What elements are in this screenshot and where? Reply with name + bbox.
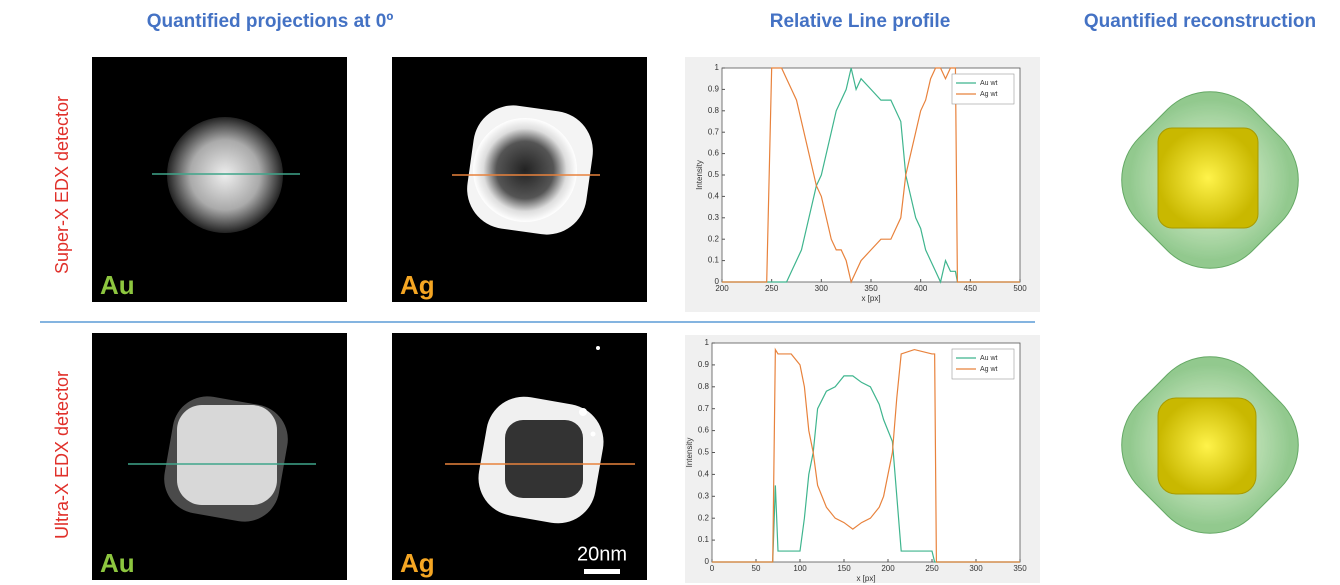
x-tick-label: 450 — [964, 284, 978, 293]
header: Relative Line profile — [770, 11, 951, 32]
x-tick-label: 100 — [793, 564, 807, 573]
element-label: Au — [100, 270, 135, 300]
y-tick-label: 0.2 — [708, 234, 720, 243]
element-label: Ag — [400, 548, 435, 578]
header: Quantified reconstruction — [1084, 11, 1316, 32]
particle — [167, 117, 283, 233]
y-tick-label: 0.3 — [708, 213, 720, 222]
y-tick-label: 0.1 — [698, 535, 710, 544]
y-tick-label: 0.9 — [698, 360, 710, 369]
y-tick-label: 0.4 — [698, 470, 710, 479]
row-label: Super-X EDX detector — [52, 96, 72, 274]
plot-area — [711, 342, 1021, 563]
y-tick-label: 0.9 — [708, 85, 720, 94]
x-tick-label: 200 — [881, 564, 895, 573]
y-tick-label: 0.8 — [698, 382, 710, 391]
row-label: Ultra-X EDX detector — [52, 371, 72, 539]
legend-label: Au wt — [980, 80, 998, 87]
y-tick-label: 0.3 — [698, 491, 710, 500]
element-label: Au — [100, 548, 135, 578]
x-tick-label: 50 — [752, 564, 761, 573]
particle-core — [473, 118, 577, 222]
y-tick-label: 1 — [705, 338, 710, 347]
speck — [579, 408, 587, 416]
x-tick-label: 350 — [864, 284, 878, 293]
particle-core — [505, 420, 583, 498]
speck — [590, 431, 596, 437]
y-axis-label: Intensity — [685, 438, 694, 468]
core — [1157, 397, 1257, 495]
scale-bar-label: 20nm — [577, 543, 627, 565]
x-tick-label: 250 — [765, 284, 779, 293]
x-tick-label: 400 — [914, 284, 928, 293]
legend — [951, 73, 1015, 105]
legend-label: Au wt — [980, 355, 998, 362]
y-tick-label: 0.2 — [698, 513, 710, 522]
y-tick-label: 0 — [705, 557, 710, 566]
element-label: Ag — [400, 270, 435, 300]
x-tick-label: 350 — [1013, 564, 1027, 573]
y-tick-label: 0.7 — [708, 127, 720, 136]
x-axis-label: x [px] — [861, 294, 880, 303]
y-tick-label: 0.8 — [708, 106, 720, 115]
y-tick-label: 0.1 — [708, 256, 720, 265]
y-tick-label: 0.5 — [698, 448, 710, 457]
y-tick-label: 0.5 — [708, 170, 720, 179]
legend — [951, 348, 1015, 380]
x-tick-label: 250 — [925, 564, 939, 573]
x-tick-label: 0 — [710, 564, 715, 573]
y-axis-label: Intensity — [695, 160, 704, 190]
header: Quantified projections at 0º — [147, 11, 394, 32]
y-tick-label: 0.4 — [708, 192, 720, 201]
core — [1157, 127, 1259, 229]
line — [712, 347, 1020, 563]
scale-bar — [584, 569, 620, 574]
particle-core — [177, 405, 277, 505]
line — [722, 67, 1020, 284]
y-tick-label: 0.6 — [708, 149, 720, 158]
x-tick-label: 300 — [815, 284, 829, 293]
x-tick-label: 150 — [837, 564, 851, 573]
x-tick-label: 500 — [1013, 284, 1027, 293]
legend-label: Ag wt — [980, 91, 998, 98]
y-tick-label: 1 — [715, 63, 720, 72]
legend-label: Ag wt — [980, 366, 998, 373]
line — [712, 375, 1020, 563]
x-tick-label: 300 — [969, 564, 983, 573]
x-tick-label: 200 — [715, 284, 729, 293]
line — [722, 67, 1020, 284]
x-axis-label: x [px] — [856, 574, 875, 583]
y-tick-label: 0 — [715, 277, 720, 286]
speck — [596, 346, 600, 350]
y-tick-label: 0.6 — [698, 426, 710, 435]
y-tick-label: 0.7 — [698, 404, 710, 413]
